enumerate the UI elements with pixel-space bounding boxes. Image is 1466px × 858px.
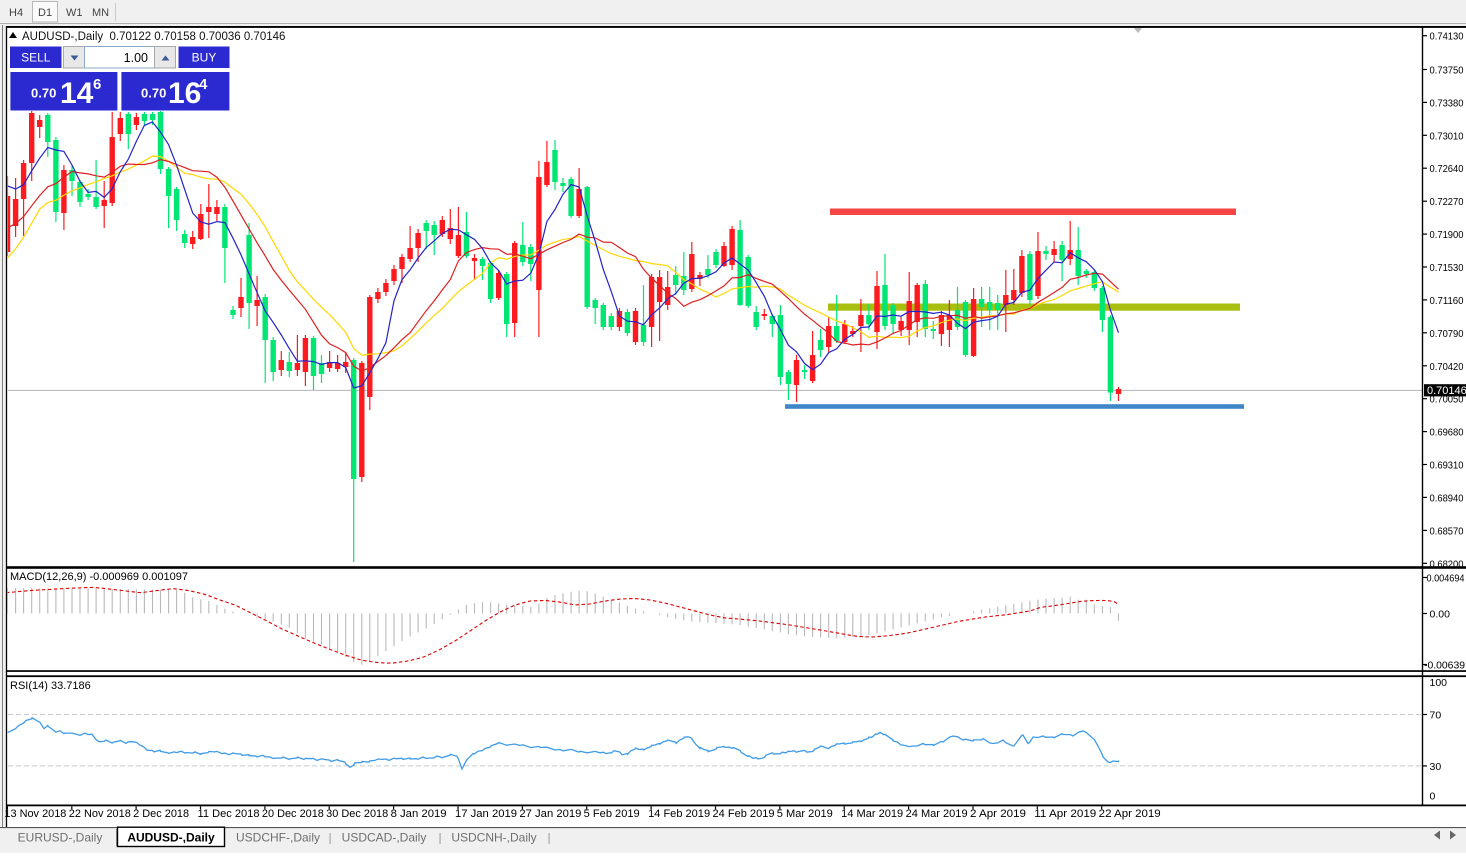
svg-text:0.71160: 0.71160	[1430, 295, 1464, 307]
svg-text:W1: W1	[66, 7, 83, 19]
svg-text:13 Nov 2018: 13 Nov 2018	[4, 808, 66, 820]
svg-text:6: 6	[93, 76, 101, 93]
svg-text:11 Apr 2019: 11 Apr 2019	[1034, 808, 1096, 820]
svg-text:2 Dec 2018: 2 Dec 2018	[133, 808, 189, 820]
svg-text:0.70146: 0.70146	[1427, 385, 1466, 397]
svg-text:|: |	[547, 831, 550, 845]
svg-text:30: 30	[1430, 761, 1442, 773]
svg-text:0.73750: 0.73750	[1430, 65, 1464, 77]
svg-text:0.74130: 0.74130	[1430, 31, 1464, 43]
svg-text:USDCNH-,Daily: USDCNH-,Daily	[451, 831, 536, 845]
svg-text:0: 0	[1430, 791, 1436, 803]
svg-text:USDCAD-,Daily: USDCAD-,Daily	[342, 831, 427, 845]
svg-text:RSI(14) 33.7186: RSI(14) 33.7186	[10, 680, 91, 692]
svg-text:22 Apr 2019: 22 Apr 2019	[1099, 808, 1161, 820]
svg-text:0.70790: 0.70790	[1430, 328, 1464, 340]
svg-text:8 Jan 2019: 8 Jan 2019	[391, 808, 447, 820]
svg-text:24 Feb 2019: 24 Feb 2019	[713, 808, 775, 820]
svg-text:70: 70	[1430, 710, 1442, 722]
svg-text:0.69310: 0.69310	[1430, 460, 1464, 472]
svg-text:0.004694: 0.004694	[1427, 573, 1465, 585]
svg-text:0.71900: 0.71900	[1430, 229, 1464, 241]
svg-text:EURUSD-,Daily: EURUSD-,Daily	[18, 831, 103, 845]
svg-text:|: |	[328, 831, 331, 845]
svg-text:-0.00639: -0.00639	[1424, 660, 1465, 672]
svg-text:30 Dec 2018: 30 Dec 2018	[326, 808, 388, 820]
svg-text:0.68940: 0.68940	[1430, 492, 1464, 504]
svg-text:5 Mar 2019: 5 Mar 2019	[777, 808, 833, 820]
svg-text:0.70: 0.70	[141, 86, 166, 101]
svg-text:11 Dec 2018: 11 Dec 2018	[198, 808, 260, 820]
svg-text:14: 14	[60, 77, 94, 110]
svg-text:4: 4	[199, 76, 208, 93]
svg-text:MACD(12,26,9) -0.000969 0.0010: MACD(12,26,9) -0.000969 0.001097	[10, 571, 188, 583]
svg-text:27 Jan 2019: 27 Jan 2019	[519, 808, 581, 820]
svg-text:24 Mar 2019: 24 Mar 2019	[906, 808, 968, 820]
svg-text:USDCHF-,Daily: USDCHF-,Daily	[236, 831, 320, 845]
svg-text:22 Nov 2018: 22 Nov 2018	[69, 808, 131, 820]
svg-text:0.72270: 0.72270	[1430, 196, 1464, 208]
svg-text:MN: MN	[92, 7, 109, 19]
svg-text:16: 16	[168, 77, 201, 110]
svg-text:0.72640: 0.72640	[1430, 163, 1464, 175]
svg-text:0.00: 0.00	[1430, 609, 1451, 621]
svg-text:AUDUSD-,Daily: AUDUSD-,Daily	[127, 831, 215, 845]
svg-text:100: 100	[1430, 677, 1448, 689]
svg-text:SELL: SELL	[21, 51, 51, 65]
svg-text:|: |	[438, 831, 441, 845]
svg-text:0.73380: 0.73380	[1430, 97, 1464, 109]
svg-text:0.73010: 0.73010	[1430, 130, 1464, 142]
svg-text:D1: D1	[38, 7, 52, 19]
svg-text:0.70420: 0.70420	[1430, 361, 1464, 373]
svg-text:0.71530: 0.71530	[1430, 262, 1464, 274]
svg-text:0.68570: 0.68570	[1430, 525, 1464, 537]
svg-text:2 Apr 2019: 2 Apr 2019	[970, 808, 1026, 820]
svg-text:AUDUSD-,Daily 0.70122 0.70158: AUDUSD-,Daily 0.70122 0.70158 0.70036 0.…	[22, 31, 285, 43]
svg-text:0.70: 0.70	[31, 86, 56, 101]
svg-text:0.69680: 0.69680	[1430, 427, 1464, 439]
svg-text:5 Feb 2019: 5 Feb 2019	[584, 808, 640, 820]
svg-text:BUY: BUY	[192, 51, 217, 65]
svg-text:14 Feb 2019: 14 Feb 2019	[648, 808, 710, 820]
svg-text:H4: H4	[9, 7, 23, 19]
svg-text:17 Jan 2019: 17 Jan 2019	[455, 808, 517, 820]
svg-text:14 Mar 2019: 14 Mar 2019	[841, 808, 903, 820]
svg-text:20 Dec 2018: 20 Dec 2018	[262, 808, 324, 820]
svg-text:1.00: 1.00	[124, 51, 148, 65]
